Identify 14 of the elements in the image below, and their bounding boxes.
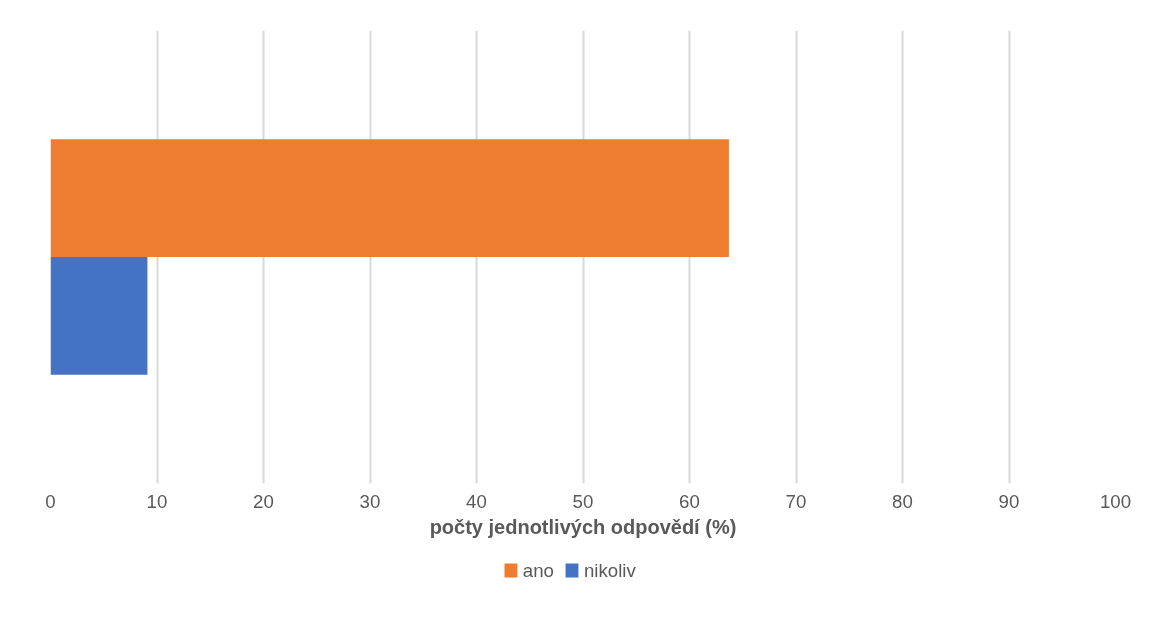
x-tick-label: 40 xyxy=(466,490,487,512)
x-tick-label: 50 xyxy=(572,490,594,512)
x-tick-label: 100 xyxy=(1099,490,1132,512)
x-tick-label: 90 xyxy=(998,490,1020,512)
x-tick-label: 20 xyxy=(253,490,274,512)
x-tick-label: 0 xyxy=(45,490,56,512)
x-tick-label: 60 xyxy=(679,490,700,512)
x-tick-label: 80 xyxy=(892,490,913,512)
x-tick-label: 10 xyxy=(146,490,168,512)
x-axis-title: počty jednotlivých odpovědí (%) xyxy=(429,515,737,538)
x-tick-label: 30 xyxy=(359,490,381,512)
x-tick-label: 70 xyxy=(785,490,807,512)
legend-label: nikoliv xyxy=(583,560,637,581)
legend-label: ano xyxy=(522,560,554,581)
